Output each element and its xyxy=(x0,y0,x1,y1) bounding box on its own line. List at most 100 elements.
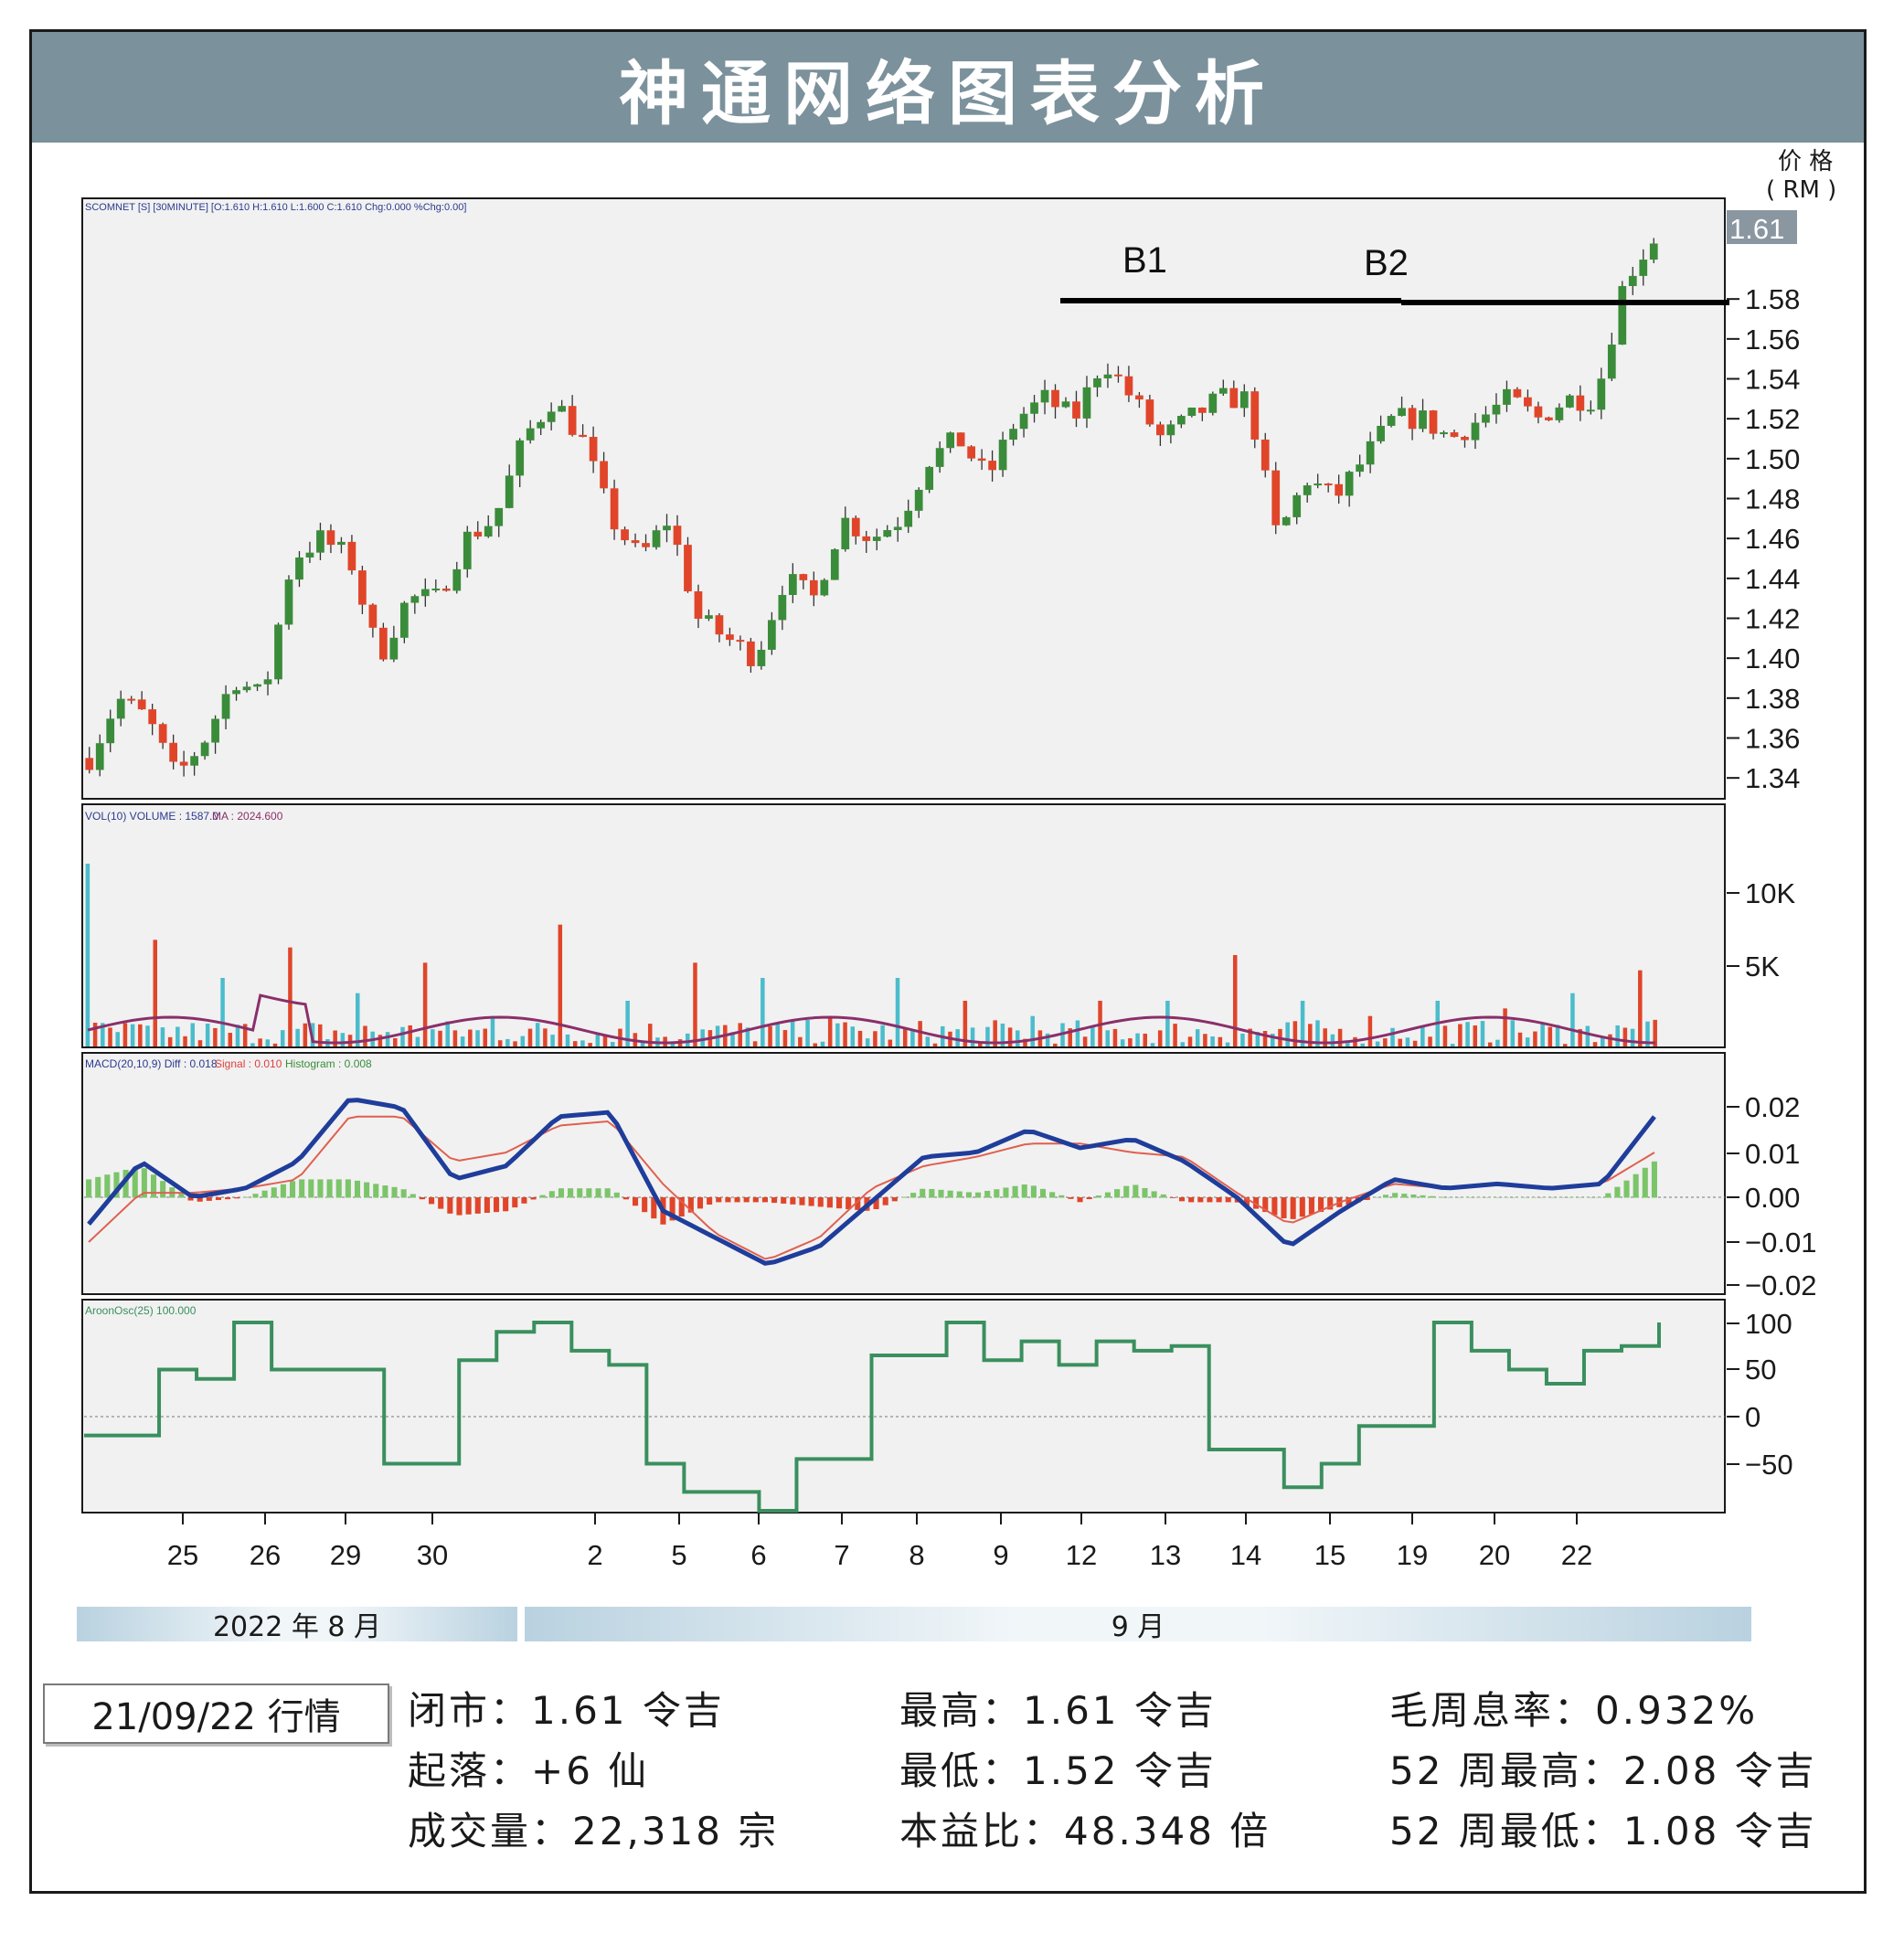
macd-histogram-bar xyxy=(622,1197,629,1200)
volume-bar xyxy=(602,1035,608,1046)
macd-histogram-bar xyxy=(1642,1167,1648,1198)
volume-bar xyxy=(400,1026,405,1046)
volume-bar xyxy=(782,1030,788,1046)
volume-bar xyxy=(1383,1038,1388,1046)
volume-bar xyxy=(445,1021,450,1046)
volume-bar xyxy=(1300,1001,1305,1046)
macd-histogram-bar xyxy=(1577,1197,1583,1198)
macd-histogram-bar xyxy=(697,1197,704,1209)
x-tick-label: 22 xyxy=(1561,1539,1592,1571)
volume-bar xyxy=(242,1024,248,1046)
x-tick-label: 9 xyxy=(993,1539,1008,1571)
macd-histogram-bar xyxy=(1373,1196,1379,1198)
macd-histogram-bar xyxy=(873,1197,879,1210)
macd-histogram-bar xyxy=(225,1197,231,1200)
macd-histogram-bar xyxy=(456,1197,463,1216)
candle-body xyxy=(1649,243,1658,260)
x-tick-label: 5 xyxy=(671,1539,686,1571)
price-tick-label: 1.40 xyxy=(1745,643,1800,674)
candle-body xyxy=(820,579,829,596)
macd-histogram-bar xyxy=(984,1190,991,1198)
price-tick-label: 1.44 xyxy=(1745,563,1800,595)
volume-bar xyxy=(138,1024,143,1046)
candle-body xyxy=(1345,472,1354,496)
volume-bar xyxy=(497,1040,503,1046)
candle-body xyxy=(179,761,188,766)
month-label-september: 9 月 xyxy=(1111,1611,1165,1643)
candle-body xyxy=(610,488,619,530)
candle-body xyxy=(1019,413,1028,430)
macd-histogram-bar xyxy=(178,1194,185,1198)
macd-histogram-bar xyxy=(206,1197,212,1201)
candle-body xyxy=(673,526,682,546)
candle-body xyxy=(431,588,441,590)
macd-histogram-bar xyxy=(1623,1180,1630,1198)
macd-histogram-bar xyxy=(891,1197,898,1202)
macd-histogram-bar xyxy=(271,1187,277,1198)
last-price-label: 1.61 xyxy=(1729,213,1784,245)
macd-histogram-bar xyxy=(95,1176,101,1198)
macd-histogram-bar xyxy=(1447,1197,1453,1198)
macd-histogram-bar xyxy=(975,1192,982,1198)
candle-body xyxy=(495,507,504,526)
volume-bar xyxy=(1510,1020,1516,1046)
candle-body xyxy=(505,475,514,508)
volume-bar xyxy=(873,1031,878,1046)
macd-histogram-bar xyxy=(761,1197,768,1203)
candle-body xyxy=(1303,485,1312,495)
volume-bar xyxy=(955,1029,960,1046)
candle-body xyxy=(1124,376,1133,396)
volume-bar xyxy=(438,1030,442,1046)
volume-bar xyxy=(1203,1034,1207,1046)
volume-bar xyxy=(1562,1044,1568,1046)
candle-body xyxy=(420,589,430,597)
macd-histogram-bar xyxy=(1207,1197,1213,1203)
volume-bar xyxy=(1128,1038,1133,1046)
macd-histogram-bar xyxy=(382,1185,388,1198)
macd-histogram-bar xyxy=(1651,1161,1657,1198)
macd-histogram-bar xyxy=(994,1189,1000,1198)
volume-bar xyxy=(1210,1036,1215,1046)
candle-body xyxy=(914,489,923,511)
macd-histogram-bar xyxy=(1299,1197,1305,1217)
volume-bar xyxy=(1540,1024,1545,1046)
candle-body xyxy=(663,526,671,531)
candle-body xyxy=(463,531,472,569)
candle-body xyxy=(1576,395,1585,411)
macd-histogram-bar xyxy=(687,1197,694,1213)
macd-legend: MACD(20,10,9) Diff : 0.018 xyxy=(85,1057,218,1070)
price-tick-label: 1.56 xyxy=(1745,324,1800,356)
volume-bar xyxy=(1555,1025,1560,1046)
x-tick-label: 29 xyxy=(330,1539,361,1571)
macd-histogram-bar xyxy=(1271,1197,1278,1216)
candle-body xyxy=(872,536,881,541)
volume-bar xyxy=(1390,1027,1395,1046)
macd-histogram-bar xyxy=(1049,1192,1056,1198)
macd-histogram-bar xyxy=(1095,1195,1101,1198)
macd-histogram-bar xyxy=(521,1197,527,1204)
candle-body xyxy=(1335,483,1344,496)
volume-ma-legend: MA : 2024.600 xyxy=(212,810,283,823)
macd-histogram-bar xyxy=(1318,1197,1324,1213)
volume-bar xyxy=(1398,1038,1402,1046)
candle-body xyxy=(1513,388,1522,398)
volume-bar xyxy=(1450,1044,1455,1046)
volume-bar xyxy=(1053,1043,1058,1046)
candle-body xyxy=(788,574,797,595)
macd-histogram-bar xyxy=(1068,1197,1074,1199)
macd-histogram-bar xyxy=(1169,1197,1175,1198)
macd-histogram-bar xyxy=(503,1197,509,1212)
macd-histogram-bar xyxy=(1021,1184,1027,1198)
volume-bar xyxy=(363,1025,367,1046)
volume-bar xyxy=(640,1041,645,1046)
candle-body xyxy=(1440,432,1448,435)
volume-bar xyxy=(978,1043,983,1046)
candle-body xyxy=(1208,393,1218,413)
volume-bar xyxy=(1495,1039,1500,1046)
volume-bar xyxy=(1615,1025,1620,1046)
macd-histogram-bar xyxy=(568,1188,574,1198)
volume-bar xyxy=(738,1023,742,1046)
macd-histogram-bar xyxy=(1512,1197,1518,1198)
volume-bar xyxy=(1420,1025,1425,1046)
candle-body xyxy=(242,686,251,691)
